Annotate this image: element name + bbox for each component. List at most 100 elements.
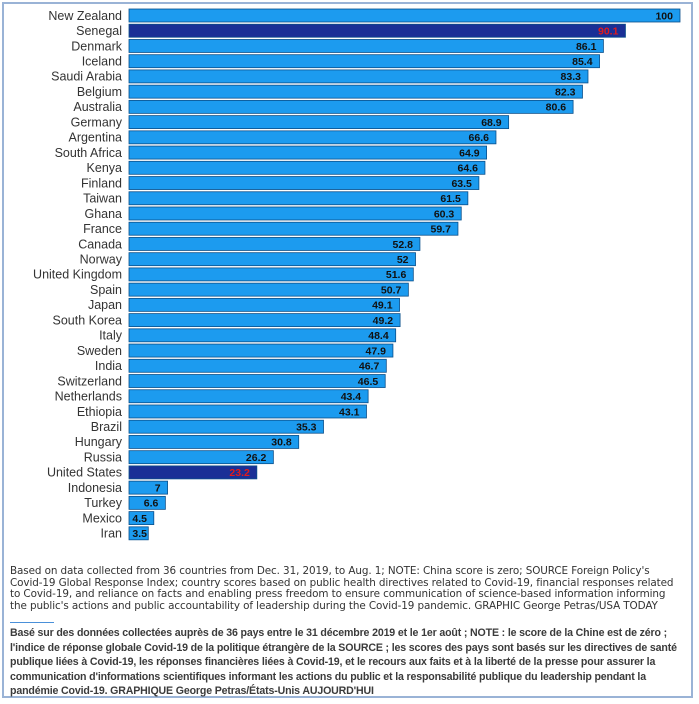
- value-label: 49.1: [372, 300, 393, 312]
- category-label: United States: [47, 466, 122, 480]
- bar-canada: [128, 237, 421, 251]
- value-label: 82.3: [555, 86, 576, 98]
- value-label: 52: [397, 254, 409, 266]
- category-label: New Zealand: [48, 9, 122, 23]
- value-label: 30.8: [271, 437, 292, 449]
- value-label: 80.6: [546, 102, 567, 114]
- value-label: 52.8: [392, 239, 413, 251]
- bar-france: [128, 221, 459, 236]
- bar-italy: [128, 328, 397, 343]
- bar-united-kingdom: [128, 267, 414, 282]
- value-label: 49.2: [373, 315, 394, 327]
- bar-mexico: [128, 511, 155, 525]
- category-label: South Africa: [55, 146, 122, 160]
- bar-south-korea: [128, 313, 401, 328]
- value-label: 3.5: [132, 528, 147, 540]
- category-label: Brazil: [91, 420, 122, 434]
- value-label: 46.5: [358, 376, 379, 388]
- category-label: Taiwan: [83, 192, 122, 206]
- bar-russia: [128, 450, 274, 465]
- bar-ghana: [128, 206, 462, 221]
- category-label: Russia: [84, 450, 122, 464]
- value-label: 7: [155, 482, 161, 494]
- bar-indonesia: [128, 480, 168, 495]
- category-label: Italy: [99, 329, 123, 343]
- bar-south-africa: [128, 145, 487, 160]
- bar-belgium: [128, 84, 583, 99]
- category-label: Australia: [73, 100, 122, 114]
- category-label: Japan: [88, 298, 122, 312]
- bar-denmark: [128, 39, 604, 53]
- category-label: Norway: [80, 252, 123, 266]
- value-label: 68.9: [481, 117, 502, 129]
- note-divider: [10, 622, 54, 623]
- value-label: 35.3: [296, 422, 317, 434]
- category-label: Argentina: [68, 131, 122, 145]
- value-label: 61.5: [440, 193, 461, 205]
- value-label: 59.7: [431, 224, 452, 236]
- category-label: Germany: [71, 115, 123, 129]
- bar-iceland: [128, 54, 600, 69]
- bar-brazil: [128, 419, 324, 434]
- bar-saudi-arabia: [128, 69, 589, 84]
- category-label: United Kingdom: [33, 268, 122, 282]
- category-label: South Korea: [53, 313, 123, 327]
- category-label: Iceland: [82, 54, 122, 68]
- value-label: 83.3: [561, 71, 582, 83]
- category-label: India: [95, 359, 122, 373]
- category-label: Saudi Arabia: [51, 70, 122, 84]
- value-label: 66.6: [469, 132, 490, 144]
- category-label: Senegal: [76, 24, 122, 38]
- bar-hungary: [128, 435, 300, 449]
- category-label: Canada: [78, 237, 122, 251]
- value-label: 86.1: [576, 41, 597, 53]
- bar-iran: [128, 526, 149, 541]
- category-label: Ghana: [84, 207, 122, 221]
- bar-taiwan: [128, 191, 469, 206]
- value-label: 60.3: [434, 208, 455, 220]
- bar-spain: [128, 282, 409, 297]
- bar-ethiopia: [128, 404, 367, 419]
- category-label: Ethiopia: [77, 405, 122, 419]
- bar-australia: [128, 99, 574, 114]
- category-label: Hungary: [75, 435, 123, 449]
- value-label: 85.4: [572, 56, 593, 68]
- bar-japan: [128, 297, 400, 312]
- category-label: Turkey: [84, 496, 122, 510]
- bar-united-states: [128, 465, 258, 480]
- value-label: 63.5: [451, 178, 472, 190]
- bar-norway: [128, 252, 416, 267]
- bar-chart: New Zealand 100 Senegal 90.1 Denmark 86.1 Icel…: [33, 8, 681, 541]
- value-label: 43.1: [339, 406, 360, 418]
- bar-switzerland: [128, 374, 386, 388]
- value-label: 6.6: [144, 498, 159, 510]
- category-label: Sweden: [77, 344, 122, 358]
- value-label: 64.9: [459, 147, 480, 159]
- category-label: Belgium: [77, 85, 122, 99]
- bar-germany: [128, 115, 510, 130]
- value-label: 46.7: [359, 361, 380, 373]
- bar-india: [128, 358, 387, 373]
- note-english: Based on data collected from 36 countrie…: [10, 565, 674, 612]
- value-label: 90.1: [598, 26, 619, 38]
- category-label: Finland: [81, 176, 122, 190]
- category-label: Spain: [90, 283, 122, 297]
- value-label: 43.4: [341, 391, 362, 403]
- category-label: Switzerland: [57, 374, 122, 388]
- bar-kenya: [128, 160, 486, 175]
- bar-sweden: [128, 343, 394, 358]
- category-label: Denmark: [71, 39, 122, 53]
- value-label: 64.6: [458, 163, 479, 175]
- bar-new-zealand: [128, 8, 681, 23]
- value-label: 23.2: [229, 467, 250, 479]
- category-label: Iran: [100, 527, 122, 541]
- category-label: Mexico: [82, 511, 122, 525]
- category-label: Kenya: [87, 161, 122, 175]
- value-label: 26.2: [246, 452, 267, 464]
- value-label: 4.5: [132, 513, 147, 525]
- value-label: 100: [655, 10, 673, 22]
- note-french: Basé sur des données collectées auprès d…: [10, 627, 677, 697]
- value-label: 47.9: [365, 345, 386, 357]
- chart-frame: [2, 2, 693, 698]
- bar-turkey: [128, 495, 166, 510]
